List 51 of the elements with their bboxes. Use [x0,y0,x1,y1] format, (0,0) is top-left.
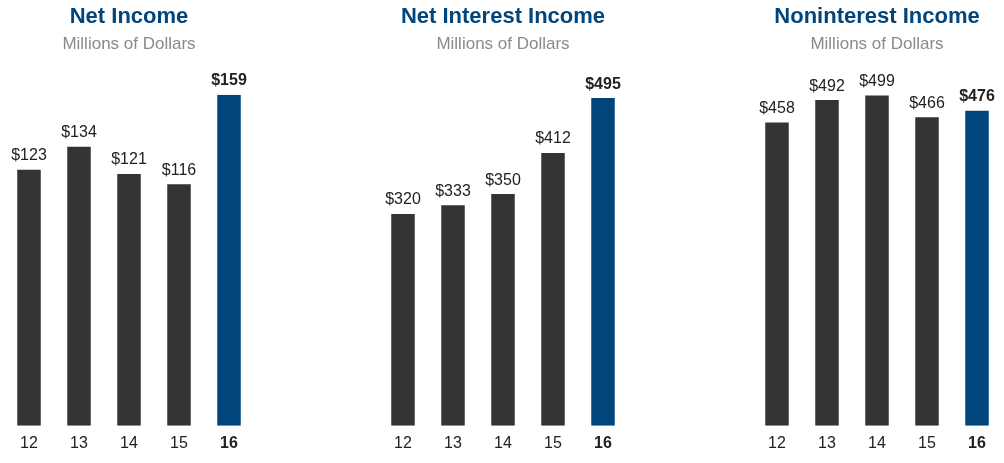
x-tick-label: 13 [70,433,88,451]
data-label: $116 [161,160,197,178]
chart-title: Net Interest Income [400,3,606,29]
data-label: $123 [11,146,47,164]
bar [765,122,789,426]
x-tick-label: 12 [394,433,412,451]
chart-subtitle: Millions of Dollars [436,34,570,54]
x-tick-label: 14 [868,433,886,451]
bar [865,95,889,426]
chart-subtitle: Millions of Dollars [810,34,944,54]
x-tick-label: 14 [494,433,512,451]
bar [815,100,839,426]
data-label: $492 [809,76,845,94]
data-label: $412 [535,129,571,147]
bar [391,213,415,426]
bar [17,169,41,426]
data-label: $134 [61,123,97,141]
bar [67,146,91,426]
bar [491,194,515,426]
chart-subtitle: Millions of Dollars [62,34,196,54]
x-tick-label: 14 [120,433,138,451]
chart-title: Noninterest Income [774,3,980,29]
x-tick-label: 16 [594,433,612,451]
bar [117,173,141,426]
bar [915,117,939,426]
data-label: $350 [485,170,521,188]
bar [541,153,565,426]
data-label: $320 [385,190,421,208]
data-label: $499 [859,71,895,89]
x-tick-label: 16 [968,433,986,451]
x-tick-label: 16 [220,433,238,451]
data-label: $495 [585,74,621,92]
data-label: $333 [435,181,471,199]
data-label: $458 [759,99,795,117]
bar [591,98,615,426]
x-tick-label: 15 [918,433,936,451]
x-tick-label: 12 [20,433,38,451]
data-label: $159 [211,71,247,89]
chart-title: Net Income [69,3,189,29]
x-tick-label: 15 [544,433,562,451]
data-label: $121 [111,150,147,168]
bar [217,94,241,426]
bar [441,205,465,426]
bar [167,184,191,426]
x-tick-label: 13 [818,433,836,451]
x-tick-label: 13 [444,433,462,451]
bar [965,110,989,426]
data-label: $476 [959,87,995,105]
data-label: $466 [909,93,945,111]
x-tick-label: 12 [768,433,786,451]
x-tick-label: 15 [170,433,188,451]
